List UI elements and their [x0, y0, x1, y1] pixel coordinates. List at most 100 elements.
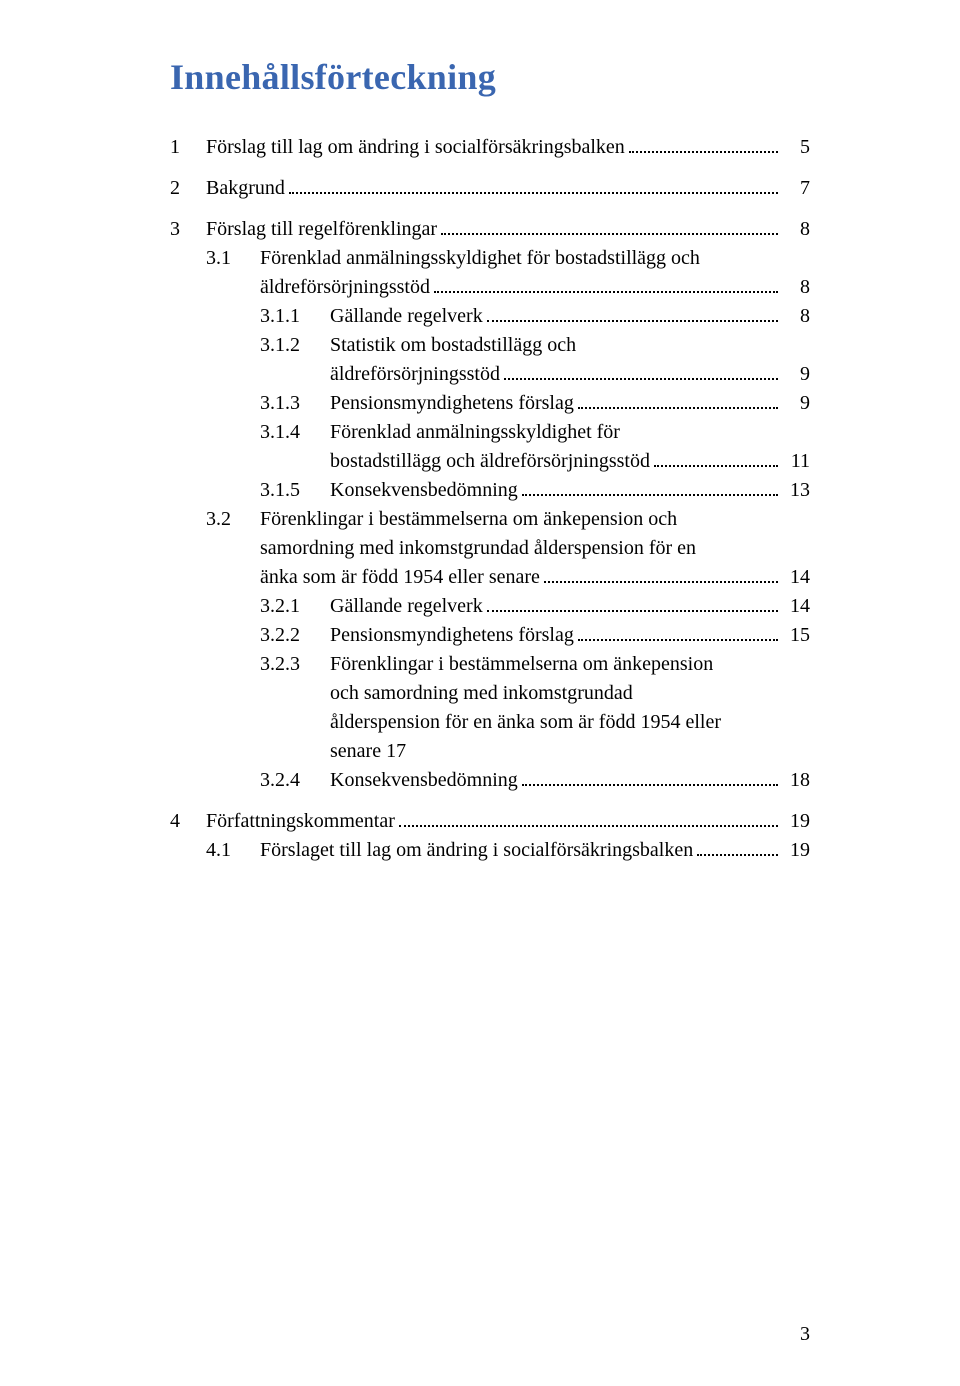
toc-label-text: Bakgrund — [206, 175, 285, 202]
toc-label-text: Förenklad anmälningsskyldighet för bosta… — [260, 247, 700, 269]
toc-row: bostadstillägg och äldreförsörjningsstöd… — [170, 448, 810, 475]
toc-page: 11 — [782, 448, 810, 475]
toc-number: 3.1.2 — [260, 332, 330, 359]
toc-label: senare 17 — [330, 738, 810, 765]
toc-label-text: Författningskommentar — [206, 808, 395, 835]
toc-label-text: Förslag till lag om ändring i socialförs… — [206, 134, 625, 161]
toc-row: samordning med inkomstgrundad ålderspens… — [170, 535, 810, 562]
toc-number: 3.2 — [206, 506, 260, 533]
dot-leader — [629, 137, 778, 153]
toc-label: Pensionsmyndighetens förslag 15 — [330, 622, 810, 649]
toc-number: 2 — [170, 175, 206, 202]
toc-label-text: Statistik om bostadstillägg och — [330, 334, 576, 356]
toc-page: 7 — [782, 175, 810, 202]
dot-leader — [578, 625, 778, 641]
toc-page: 8 — [782, 216, 810, 243]
toc-label: änka som är född 1954 eller senare14 — [260, 564, 810, 591]
toc-number: 3.1 — [206, 245, 260, 272]
footer-page-number: 3 — [800, 1323, 810, 1346]
toc-label: bostadstillägg och äldreförsörjningsstöd… — [330, 448, 810, 475]
toc-row: 3.2.2Pensionsmyndighetens förslag 15 — [170, 622, 810, 649]
toc-label-text: Förslaget till lag om ändring i socialfö… — [260, 837, 693, 864]
toc-label-text: Konsekvensbedömning — [330, 767, 518, 794]
toc-label-text: bostadstillägg och äldreförsörjningsstöd — [330, 448, 650, 475]
toc-number: 3.1.3 — [260, 390, 330, 417]
toc-label: Förenklad anmälningsskyldighet för bosta… — [260, 245, 810, 272]
toc-row: 2Bakgrund 7 — [170, 175, 810, 202]
toc-row: 3.1.2Statistik om bostadstillägg och — [170, 332, 810, 359]
dot-leader — [544, 567, 778, 583]
toc-row: äldreförsörjningsstöd9 — [170, 361, 810, 388]
toc-label: Förslag till lag om ändring i socialförs… — [206, 134, 810, 161]
toc-spacer — [170, 204, 810, 216]
toc-row: 3Förslag till regelförenklingar 8 — [170, 216, 810, 243]
toc-label: Förslag till regelförenklingar 8 — [206, 216, 810, 243]
toc-label-text: Förslag till regelförenklingar — [206, 216, 437, 243]
toc-label-text: Förenklingar i bestämmelserna om änkepen… — [260, 508, 677, 530]
toc-row: 3.1.5Konsekvensbedömning13 — [170, 477, 810, 504]
toc-label: samordning med inkomstgrundad ålderspens… — [260, 535, 810, 562]
dot-leader — [654, 451, 778, 467]
toc-label-text: Pensionsmyndighetens förslag — [330, 622, 574, 649]
dot-leader — [434, 277, 778, 293]
dot-leader — [441, 219, 778, 235]
toc-row: 3.2.3Förenklingar i bestämmelserna om än… — [170, 651, 810, 678]
toc-label: Statistik om bostadstillägg och — [330, 332, 810, 359]
toc-number: 3.1.1 — [260, 303, 330, 330]
toc-number: 3.2.2 — [260, 622, 330, 649]
dot-leader — [522, 770, 778, 786]
toc-number: 3.2.1 — [260, 593, 330, 620]
toc-row: 3.1.4Förenklad anmälningsskyldighet för — [170, 419, 810, 446]
toc-row: äldreförsörjningsstöd 8 — [170, 274, 810, 301]
page: Innehållsförteckning 1Förslag till lag o… — [0, 0, 960, 1386]
toc-label: äldreförsörjningsstöd 8 — [260, 274, 810, 301]
toc-page: 18 — [782, 767, 810, 794]
toc-number: 4.1 — [206, 837, 260, 864]
toc-label-text: Gällande regelverk — [330, 593, 483, 620]
toc-label: Författningskommentar 19 — [206, 808, 810, 835]
toc-number: 1 — [170, 134, 206, 161]
toc-label: Gällande regelverk 14 — [330, 593, 810, 620]
toc-row: 3.2.4Konsekvensbedömning18 — [170, 767, 810, 794]
toc-label: Konsekvensbedömning13 — [330, 477, 810, 504]
dot-leader — [522, 480, 778, 496]
toc-label-text: Förenklad anmälningsskyldighet för — [330, 421, 620, 443]
toc-number: 3.2.3 — [260, 651, 330, 678]
toc-label: äldreförsörjningsstöd9 — [330, 361, 810, 388]
toc-page: 5 — [782, 134, 810, 161]
toc-row: 4Författningskommentar19 — [170, 808, 810, 835]
toc-row: 3.2Förenklingar i bestämmelserna om änke… — [170, 506, 810, 533]
toc-label-text: Gällande regelverk — [330, 303, 483, 330]
toc-row: 3.1Förenklad anmälningsskyldighet för bo… — [170, 245, 810, 272]
toc-label-text: äldreförsörjningsstöd — [260, 274, 430, 301]
toc-number: 3 — [170, 216, 206, 243]
toc-label: Förenklad anmälningsskyldighet för — [330, 419, 810, 446]
toc-label: Gällande regelverk8 — [330, 303, 810, 330]
toc-row: senare 17 — [170, 738, 810, 765]
toc-page: 19 — [782, 837, 810, 864]
toc-page: 15 — [782, 622, 810, 649]
toc-row: ålderspension för en änka som är född 19… — [170, 709, 810, 736]
toc-row: och samordning med inkomstgrundad — [170, 680, 810, 707]
toc-spacer — [170, 163, 810, 175]
dot-leader — [289, 178, 778, 194]
toc-number: 3.1.5 — [260, 477, 330, 504]
toc-row: 3.1.1Gällande regelverk8 — [170, 303, 810, 330]
toc-row: 3.2.1Gällande regelverk 14 — [170, 593, 810, 620]
dot-leader — [504, 364, 778, 380]
toc-page: 13 — [782, 477, 810, 504]
toc-page: 19 — [782, 808, 810, 835]
toc-label-text: Pensionsmyndighetens förslag — [330, 390, 574, 417]
toc-label: Konsekvensbedömning 18 — [330, 767, 810, 794]
toc-page: 14 — [782, 564, 810, 591]
toc-row: 4.1Förslaget till lag om ändring i socia… — [170, 837, 810, 864]
toc-label-text: Förenklingar i bestämmelserna om änkepen… — [330, 653, 713, 675]
toc-row: änka som är född 1954 eller senare14 — [170, 564, 810, 591]
toc-label: Förenklingar i bestämmelserna om änkepen… — [330, 651, 810, 678]
dot-leader — [578, 393, 778, 409]
dot-leader — [697, 840, 778, 856]
toc-page: 14 — [782, 593, 810, 620]
toc-label: Pensionsmyndighetens förslag 9 — [330, 390, 810, 417]
toc-page: 8 — [782, 274, 810, 301]
toc-page: 9 — [782, 390, 810, 417]
